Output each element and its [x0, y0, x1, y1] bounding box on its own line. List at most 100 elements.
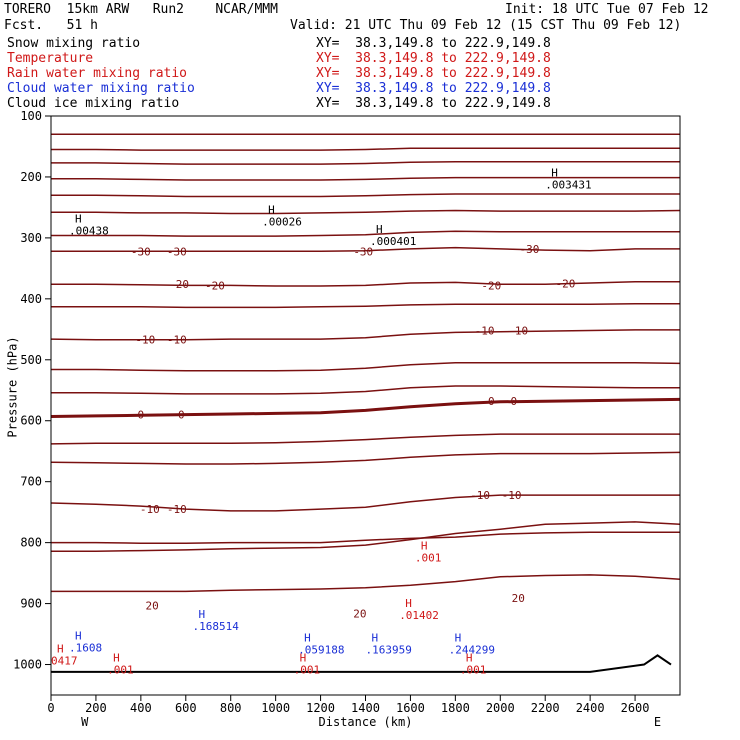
temperature-contour: [51, 193, 680, 198]
temperature-label: -30: [167, 245, 187, 258]
x-tick-label: 400: [130, 701, 152, 715]
temperature-contour: [51, 302, 680, 309]
max-value-label: .244299: [449, 643, 495, 656]
temperature-label: -20: [205, 279, 225, 292]
temperature-contour: [50, 451, 681, 465]
temperature-label: 20: [512, 592, 525, 605]
temperature-label: 0: [178, 409, 185, 422]
field-snow: Snow mixing ratio: [7, 36, 141, 51]
temperature-contour: [50, 397, 681, 418]
temperature-contour: [51, 521, 681, 552]
y-tick-label: 300: [20, 231, 42, 245]
temperature-label: -10: [470, 489, 490, 502]
temperature-contour: [50, 433, 680, 445]
forecast-hour: Fcst. 51 h: [4, 18, 98, 33]
x-axis-label: Distance (km): [319, 715, 413, 729]
max-value-label: .059188: [298, 643, 344, 656]
temperature-label: -30: [520, 243, 540, 256]
max-value-label: .168514: [193, 620, 240, 633]
x-tick-label: 2400: [576, 701, 605, 715]
max-marker: H: [455, 631, 462, 644]
axes: 0 200 400 600 800 1000 1200 1400 1600 1800 2000 220…: [13, 109, 649, 715]
x-tick-label: 600: [175, 701, 197, 715]
temperature-label: -10: [502, 489, 522, 502]
y-tick-label: 600: [20, 414, 42, 428]
max-value-label: .001: [107, 663, 133, 676]
temperature-label: -10: [475, 325, 495, 338]
max-value-label: .01402: [399, 609, 439, 622]
temperature-label: 0: [510, 395, 517, 408]
xy-rain: XY= 38.3,149.8 to 222.9,149.8: [316, 66, 551, 81]
x-tick-label: 200: [85, 701, 107, 715]
max-marker: H: [75, 629, 82, 642]
x-tick-label: 1000: [261, 701, 290, 715]
y-tick-label: 800: [20, 536, 42, 550]
x-tick-label: 0: [47, 701, 54, 715]
field-cloud-ice: Cloud ice mixing ratio: [7, 96, 180, 111]
field-rain: Rain water mixing ratio: [7, 66, 188, 81]
temperature-contour: [51, 362, 681, 372]
temperature-contour: [51, 281, 680, 287]
temperature-label: 0: [138, 409, 145, 422]
max-value-label: .00438: [69, 225, 109, 238]
y-tick-label: 100: [20, 109, 42, 123]
x-tick-label: 1600: [396, 701, 425, 715]
max-marker: H: [421, 539, 428, 552]
temperature-contour: [51, 385, 680, 395]
x-tick-label: 2200: [531, 701, 560, 715]
temperature-contour: [51, 176, 680, 181]
x-tick-label: 2600: [621, 701, 650, 715]
temperature-contour: [51, 209, 681, 215]
max-value-label: .00026: [262, 215, 302, 228]
max-marker: H: [304, 631, 311, 644]
x-tick-label: 800: [220, 701, 242, 715]
y-tick-label: 700: [20, 475, 42, 489]
temperature-contour: [51, 246, 680, 253]
temperature-label: -10: [140, 503, 160, 516]
temperature-label: -10: [135, 334, 155, 347]
max-marker: H: [75, 213, 82, 226]
annotations: -30 -30 -30 -30 -20 -20 -20 -20 -10 -10 -10 -10 0 0 0 0…: [51, 166, 592, 676]
temperature-contour: [51, 574, 681, 593]
y-tick-label: 500: [20, 353, 42, 367]
temperature-contour: [50, 494, 680, 512]
max-value-label: .001: [415, 551, 442, 564]
max-marker: H: [405, 597, 412, 610]
temperature-contours: [50, 133, 681, 673]
max-value-label: .1608: [69, 641, 102, 654]
max-value-label: .001: [460, 663, 487, 676]
max-marker: H: [300, 651, 307, 664]
x-tick-label: 2000: [486, 701, 515, 715]
y-tick-label: 1000: [13, 658, 42, 672]
temperature-label: -10: [167, 334, 187, 347]
xy-snow: XY= 38.3,149.8 to 222.9,149.8: [316, 36, 551, 51]
max-value-label: .001: [294, 663, 321, 676]
temperature-contour: [51, 531, 680, 544]
x-tick-label: 1200: [306, 701, 335, 715]
valid-time: Valid: 21 UTC Thu 09 Feb 12 (15 CST Thu …: [290, 18, 682, 33]
temperature-label: 20: [353, 607, 366, 620]
y-tick-label: 400: [20, 292, 42, 306]
y-tick-label: 900: [20, 597, 42, 611]
max-value-label: .163959: [366, 643, 412, 656]
max-marker: H: [268, 203, 275, 216]
y-tick-label: 200: [20, 170, 42, 184]
temperature-label: -20: [169, 278, 189, 291]
xy-temperature: XY= 38.3,149.8 to 222.9,149.8: [316, 51, 551, 66]
temperature-label: -30: [353, 245, 373, 258]
max-marker: H: [551, 166, 558, 179]
west-label: W: [81, 715, 89, 729]
temperature-label: -20: [555, 278, 575, 291]
xy-cloud-ice: XY= 38.3,149.8 to 222.9,149.8: [316, 96, 551, 111]
temperature-label: -10: [508, 325, 528, 338]
max-value-label: 0417: [51, 654, 78, 667]
xy-cloud-water: XY= 38.3,149.8 to 222.9,149.8: [316, 81, 551, 96]
max-marker: H: [57, 642, 64, 655]
field-cloud-water: Cloud water mixing ratio: [7, 81, 195, 96]
max-marker: H: [113, 651, 120, 664]
model-title: TORERO 15km ARW Run2 NCAR/MMM: [4, 2, 278, 17]
temperature-label: -20: [481, 279, 501, 292]
temperature-label: 0: [488, 395, 495, 408]
temperature-contour: [51, 230, 680, 237]
